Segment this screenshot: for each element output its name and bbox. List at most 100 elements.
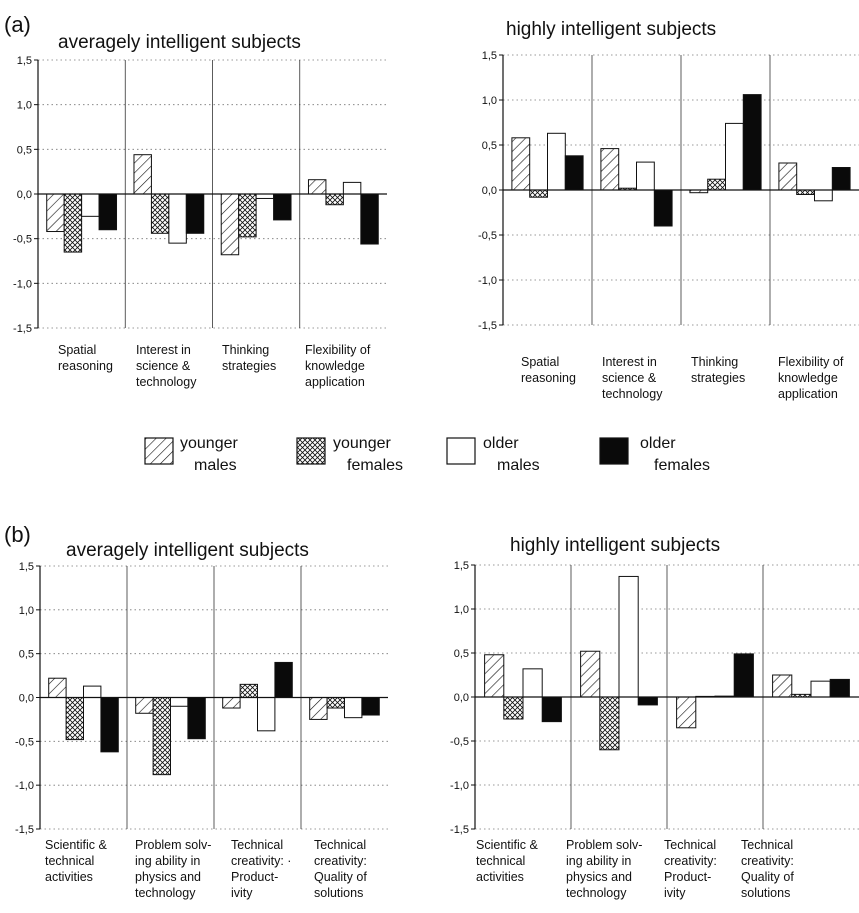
bar-older-males [168, 193, 187, 244]
panel-label-b: (b) [4, 522, 31, 547]
category-label: Flexibility of knowledge application [778, 355, 844, 401]
legend-swatch-younger-males [144, 437, 174, 465]
y-tick-label: -1,5 [13, 323, 32, 335]
chart-1: averagely intelligent subjects 1,5 1,0 0,5 0… [13, 32, 387, 389]
bar-younger-females [325, 193, 344, 206]
category-label: Technical creativity: Quality of solutions [741, 838, 794, 900]
category-label: Problem solv-ing ability in physics and te… [135, 838, 211, 900]
category-label: Technical creativity: Quality of solutions [314, 838, 367, 900]
y-tick-label: 1,5 [482, 50, 497, 62]
charts: averagely intelligent subjects 1,5 1,0 0,5 0… [13, 19, 859, 900]
y-tick-label: -1,0 [450, 780, 469, 792]
category-label: Thinking strategies [222, 343, 276, 373]
legend-label-younger-males: younger males [180, 435, 238, 474]
bar-older-males [255, 193, 275, 199]
chart-title: highly intelligent subjects [510, 535, 720, 556]
legend-label-older-males: older males [483, 435, 540, 474]
bar-older-males [618, 575, 639, 698]
bar-older-females [637, 696, 658, 706]
y-tick-label: -0,5 [13, 234, 32, 246]
chart-4: highly intelligent subjects 1,5 1,0 0,5 0,0 -… [450, 535, 859, 900]
category-label: Technical creativity: · Product-ivity [231, 838, 291, 900]
y-tick-label: 0,0 [454, 692, 469, 704]
y-tick-label: 1,0 [19, 605, 34, 617]
chart-title: averagely intelligent subjects [58, 32, 301, 53]
category-label: Technical creativity: Product-ivity [664, 838, 717, 900]
chart-title: highly intelligent subjects [506, 19, 716, 40]
category-label: Thinking strategies [691, 355, 745, 385]
chart-2: highly intelligent subjects 1,5 1,0 0,5 0,0 -… [478, 19, 859, 401]
y-tick-label: -1,5 [450, 824, 469, 836]
bar-younger-males [484, 654, 505, 698]
y-tick-label: -1,5 [478, 320, 497, 332]
category-label: Problem solv-ing ability in physics and te… [566, 838, 642, 900]
bar-younger-females [239, 683, 259, 698]
y-tick-label: 1,0 [482, 95, 497, 107]
legend-label-younger-females: younger females [333, 435, 403, 474]
bar-younger-males [676, 696, 697, 729]
bar-older-females [98, 193, 118, 231]
bar-older-males [344, 697, 363, 719]
bar-younger-females [63, 193, 83, 253]
bar-younger-females [326, 697, 346, 709]
panel-label-a: (a) [4, 12, 31, 37]
y-tick-label: -0,5 [450, 736, 469, 748]
bar-older-males [636, 161, 655, 191]
bar-younger-males [46, 193, 65, 233]
y-tick-label: 0,5 [17, 144, 32, 156]
bar-older-males [547, 132, 566, 191]
bar-older-males [81, 193, 100, 217]
bar-older-females [100, 697, 119, 753]
bar-older-females [273, 193, 292, 221]
bar-older-females [733, 653, 754, 698]
bar-older-females [360, 193, 379, 245]
y-tick-label: 1,0 [17, 100, 32, 112]
bar-older-females [564, 155, 584, 191]
bar-older-females [742, 94, 762, 191]
category-label: Scientific & technical activities [45, 838, 107, 884]
y-tick-label: 1,5 [17, 55, 32, 67]
bar-older-females [831, 167, 851, 191]
bar-older-males [814, 189, 833, 202]
y-tick-label: 0,0 [482, 185, 497, 197]
chart-3: averagely intelligent subjects 1,5 1,0 0,5 0… [15, 540, 388, 900]
bar-younger-females [503, 696, 524, 720]
bar-younger-males [772, 674, 793, 698]
bar-younger-males [220, 193, 240, 256]
bar-younger-males [309, 697, 328, 720]
bar-younger-males [133, 154, 152, 195]
bar-older-females [361, 697, 380, 716]
category-label: Scientific & technical activities [476, 838, 538, 884]
category-label: Spatial reasoning [521, 355, 576, 385]
y-tick-label: -1,0 [15, 780, 34, 792]
bar-older-males [83, 685, 102, 698]
category-label: Spatial reasoning [58, 343, 113, 373]
y-tick-label: -1,0 [478, 275, 497, 287]
bar-older-females [274, 661, 293, 699]
bar-older-females [541, 696, 562, 723]
bar-younger-males [600, 148, 620, 191]
y-tick-label: 0,5 [19, 649, 34, 661]
legend-swatch-younger-females [296, 437, 326, 465]
y-tick-label: 0,0 [19, 693, 34, 705]
bar-younger-males [580, 650, 601, 698]
y-tick-label: 1,0 [454, 604, 469, 616]
bar-younger-males [511, 137, 531, 191]
legend: younger males younger females older males olde… [144, 435, 710, 474]
bar-younger-males [48, 677, 67, 698]
bar-younger-females [152, 697, 172, 776]
y-tick-label: 0,5 [454, 648, 469, 660]
bar-younger-males [778, 162, 798, 191]
bar-younger-females [529, 189, 549, 198]
legend-swatch-older-males [446, 437, 476, 465]
bar-older-males [342, 181, 362, 195]
bar-older-males [522, 668, 543, 698]
bar-younger-females [238, 193, 257, 238]
chart-title: averagely intelligent subjects [66, 540, 309, 561]
bar-younger-males [307, 179, 327, 195]
y-tick-label: -1,5 [15, 824, 34, 836]
bar-younger-females [150, 193, 170, 234]
y-tick-label: -0,5 [478, 230, 497, 242]
y-tick-label: 0,0 [17, 189, 32, 201]
